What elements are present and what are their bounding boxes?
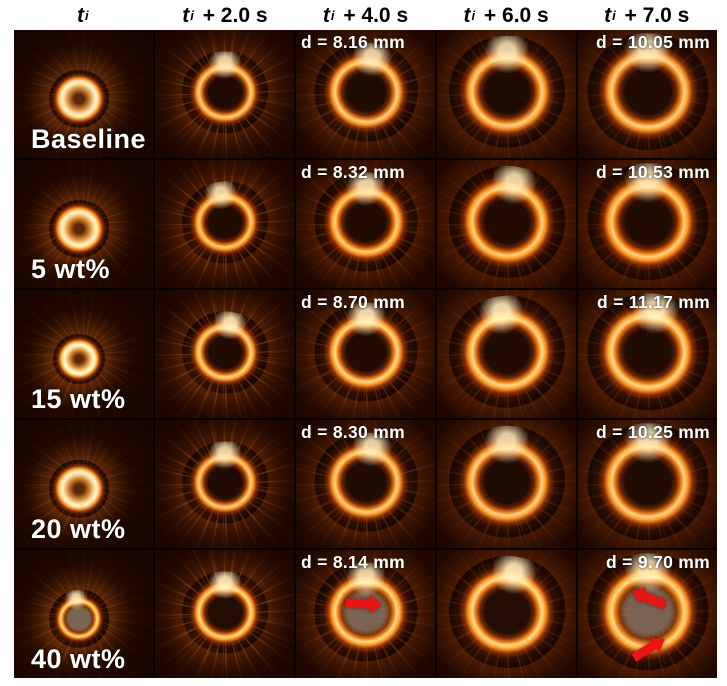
diameter-label: d = 11.17 mm [596,292,710,312]
flame-frame-r2-c4: d = 11.17 mm [578,290,717,418]
flame-frame-r0-c1 [155,30,294,158]
flame-ball [587,423,708,541]
flame-frame-r1-c1 [155,160,294,288]
flame-ball [314,302,417,402]
flame-frame-r2-c3 [437,290,576,418]
flame-ball [44,195,114,263]
time-subscript: i [612,7,616,23]
time-offset: + 6.0 s [478,3,549,27]
flame-ball [181,441,268,524]
diameter-label: d = 8.16 mm [301,32,405,52]
flame-ball [49,70,110,129]
flame-ball [49,460,110,519]
flame-frame-r0-c0: Baseline [14,30,153,158]
flame-frame-r3-c3 [437,420,576,548]
diameter-label: d = 8.30 mm [301,422,405,442]
diameter-label: d = 10.05 mm [595,32,710,52]
flame-ball [587,33,708,151]
time-subscript: i [330,7,335,23]
flame-ball [448,425,565,538]
time-subscript: i [190,7,194,23]
flame-frame-r3-c4: d = 10.25 mm [578,420,717,548]
diameter-label: d = 8.32 mm [301,162,405,182]
flame-ball [175,304,274,401]
time-symbol: t [76,3,84,27]
flame-frame-r4-c4: d = 9.70 mm [578,550,717,678]
diameter-label: d = 10.53 mm [595,162,710,182]
flame-ball [448,35,565,148]
flame-frame-r4-c3 [437,550,576,678]
time-symbol: t [322,3,330,27]
flame-ball [181,51,268,134]
flame-frame-r0-c4: d = 10.05 mm [578,30,717,158]
flame-frame-r4-c0: 40 wt% [14,550,153,678]
flame-ball [439,550,574,677]
image-grid: Baseline d = 8.16 mm d = 10.05 mm 5 wt% … [14,30,717,678]
time-symbol: t [463,3,471,27]
time-offset: + 7.0 s [618,3,690,27]
diameter-label: d = 9.70 mm [606,552,710,572]
time-subscript: i [471,7,476,23]
row-label-20wt: 20 wt% [31,514,126,544]
flame-ball [314,172,417,272]
flame-ball [181,571,268,654]
time-offset: + 2.0 s [196,3,268,27]
row-label-40wt: 40 wt% [31,644,126,674]
flame-ball [45,586,114,653]
flame-ball [176,175,273,269]
row-label-15wt: 15 wt% [31,384,126,414]
flame-ball [587,163,708,281]
time-offset: + 4.0 s [337,3,409,27]
time-symbol: t [182,3,190,27]
flame-frame-r2-c1 [155,290,294,418]
flame-frame-r1-c3 [437,160,576,288]
flame-frame-r2-c2: d = 8.70 mm [296,290,435,418]
flame-ball [441,290,572,416]
flame-frame-r3-c2: d = 8.30 mm [296,420,435,548]
flame-frame-r4-c2: d = 8.14 mm [296,550,435,678]
flame-frame-r0-c3 [437,30,576,158]
flame-frame-r3-c0: 20 wt% [14,420,153,548]
flame-frame-r1-c0: 5 wt% [14,160,153,288]
flame-ball [314,562,417,662]
time-symbol: t [604,3,612,27]
flame-frame-r3-c1 [155,420,294,548]
flame-frame-r2-c0: 15 wt% [14,290,153,418]
flame-frame-r1-c2: d = 8.32 mm [296,160,435,288]
diameter-label: d = 8.14 mm [301,552,405,572]
annotation-arrow-right [345,598,371,609]
flame-ball [53,334,106,385]
flame-ball [439,160,574,287]
row-label-baseline: Baseline [31,124,147,154]
diameter-label: d = 8.70 mm [301,292,405,312]
time-subscript: i [84,7,89,23]
flame-frame-r0-c2: d = 8.16 mm [296,30,435,158]
flame-frame-r4-c1 [155,550,294,678]
diameter-label: d = 10.25 mm [595,422,710,442]
row-label-5wt: 5 wt% [31,254,111,284]
flame-frame-r1-c4: d = 10.53 mm [578,160,717,288]
